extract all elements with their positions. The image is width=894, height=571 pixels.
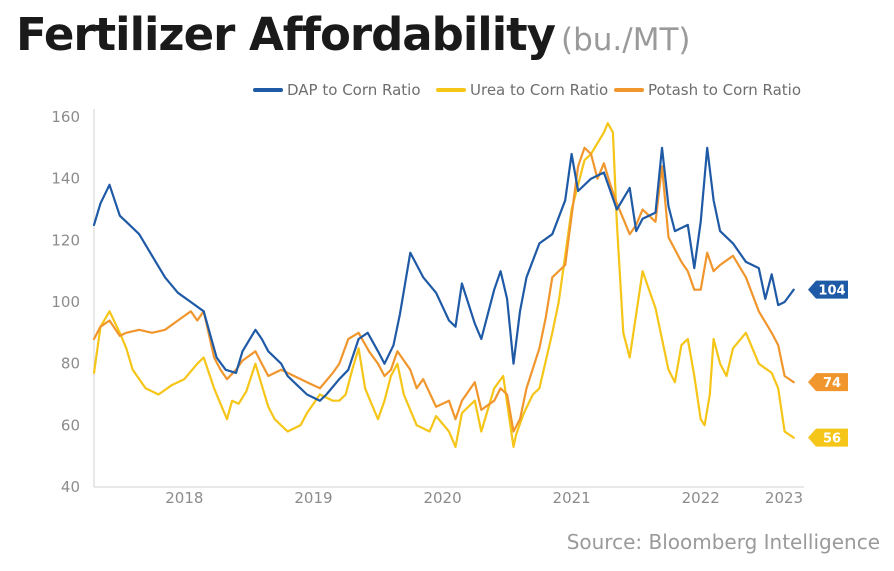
legend-label: DAP to Corn Ratio xyxy=(287,81,421,99)
chart-unit: (bu./MT) xyxy=(560,22,691,58)
legend-label: Urea to Corn Ratio xyxy=(470,81,608,99)
chart-title: Fertilizer Affordability xyxy=(16,8,556,61)
y-tick-label: 160 xyxy=(51,108,80,126)
series-line-urea-to-corn-ratio xyxy=(92,122,795,448)
x-tick-label: 2021 xyxy=(553,489,591,507)
series-line-potash-to-corn-ratio xyxy=(92,146,795,433)
end-label-tag xyxy=(808,428,848,447)
legend-label: Potash to Corn Ratio xyxy=(648,81,801,99)
end-label-tag xyxy=(808,280,848,299)
series-line-dap-to-corn-ratio xyxy=(92,146,795,402)
x-tick-label: 2019 xyxy=(294,489,332,507)
end-label-value: 104 xyxy=(818,284,845,299)
y-tick-label: 120 xyxy=(51,231,80,249)
x-tick-label: 2022 xyxy=(682,489,720,507)
source-note: Source: Bloomberg Intelligence xyxy=(566,530,880,554)
x-tick-label: 2018 xyxy=(165,489,203,507)
end-label-tag xyxy=(808,373,848,392)
y-tick-label: 60 xyxy=(61,416,80,434)
end-label-value: 74 xyxy=(823,376,841,391)
x-tick-label: 2020 xyxy=(423,489,461,507)
y-tick-label: 40 xyxy=(61,478,80,496)
y-tick-label: 140 xyxy=(51,170,80,188)
x-tick-label: 2023 xyxy=(765,489,803,507)
y-tick-label: 100 xyxy=(51,293,80,311)
end-label-value: 56 xyxy=(823,432,841,447)
y-tick-label: 80 xyxy=(61,355,80,373)
chart-title-block: Fertilizer Affordability (bu./MT) xyxy=(16,8,690,61)
